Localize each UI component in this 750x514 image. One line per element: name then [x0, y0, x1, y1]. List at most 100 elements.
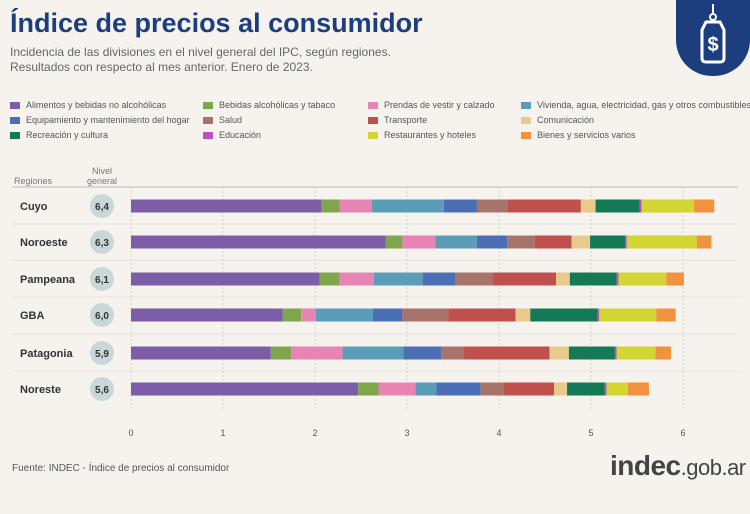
level-value: 6,4	[95, 202, 109, 213]
bar-segment	[131, 272, 320, 286]
level-badge	[90, 341, 114, 365]
level-badge	[90, 377, 114, 401]
legend-label: Educación	[219, 130, 262, 140]
x-tick-label: 2	[312, 428, 317, 438]
bar-segment	[443, 199, 477, 213]
legend-item: Transporte	[368, 113, 427, 127]
bar-segment	[476, 199, 508, 213]
region-label: Noroeste	[20, 237, 68, 249]
region-label: GBA	[20, 310, 45, 322]
bar-segment	[696, 235, 712, 249]
bar-segment	[319, 272, 340, 286]
source-note: Fuente: INDEC - Índice de precios al con…	[12, 463, 230, 474]
bar-segment	[372, 308, 403, 322]
bar-segment	[580, 199, 596, 213]
bar-segment	[131, 199, 322, 213]
bar-segment	[373, 272, 423, 286]
legend-label: Bienes y servicios varios	[537, 130, 636, 140]
bar-segment	[590, 235, 626, 249]
bar-segment	[604, 382, 607, 396]
bar-segment	[515, 308, 531, 322]
bar-segment	[556, 272, 570, 286]
bar-segment	[492, 272, 557, 286]
brand-name: indec	[610, 450, 681, 481]
legend-item: Prendas de vestir y calzado	[368, 98, 495, 112]
subtitle-line-1: Incidencia de las divisiones en el nivel…	[10, 45, 391, 59]
bar-segment	[569, 272, 617, 286]
bar-segment	[441, 346, 465, 360]
bar-segment	[131, 235, 386, 249]
region-label: Pampeana	[20, 274, 76, 286]
legend-item: Comunicación	[521, 113, 594, 127]
legend-label: Equipamiento y mantenimiento del hogar	[26, 115, 190, 125]
level-badge	[90, 267, 114, 291]
legend-label: Restaurantes y hoteles	[384, 130, 477, 140]
bar-segment	[282, 308, 302, 322]
bar-segment	[358, 382, 379, 396]
legend-label: Alimentos y bebidas no alcohólicas	[26, 100, 167, 110]
level-header-line-2: general	[86, 176, 118, 186]
bar-segment	[567, 382, 605, 396]
legend-swatch	[368, 101, 378, 109]
bar-segment	[480, 382, 504, 396]
bar-segment	[571, 235, 591, 249]
brand-logo: indec.gob.ar	[610, 450, 746, 482]
bar-segment	[342, 346, 404, 360]
bar-segment	[641, 199, 695, 213]
level-value: 6,1	[95, 275, 109, 286]
bar-segment	[435, 235, 477, 249]
legend-swatch	[203, 116, 213, 124]
legend-item: Educación	[203, 128, 261, 142]
x-tick-label: 4	[496, 428, 501, 438]
bar-segment	[402, 235, 436, 249]
subtitle-line-2: Resultados con respecto al mes anterior.…	[10, 60, 313, 74]
bar-segment	[131, 308, 283, 322]
bar-segment	[321, 199, 340, 213]
level-header: Nivel general	[80, 166, 124, 186]
legend-swatch	[203, 101, 213, 109]
x-tick-label: 5	[588, 428, 593, 438]
page-title: Índice de precios al consumidor	[10, 8, 423, 38]
regions-header: Regiones	[14, 176, 53, 186]
bar-segment	[534, 235, 572, 249]
bar-segment	[639, 199, 642, 213]
bar-segment	[627, 382, 649, 396]
region-label: Patagonia	[20, 348, 73, 360]
legend-swatch	[10, 101, 20, 109]
legend-label: Salud	[219, 115, 243, 125]
legend-label: Recreación y cultura	[26, 130, 109, 140]
bar-segment	[131, 346, 271, 360]
subtitle: Incidencia de las divisiones en el nivel…	[10, 45, 570, 75]
legend-item: Bebidas alcohólicas y tabaco	[203, 98, 335, 112]
bar-segment	[599, 308, 657, 322]
legend-item: Recreación y cultura	[10, 128, 108, 142]
legend-swatch	[10, 131, 20, 139]
bar-segment	[403, 346, 442, 360]
bar-segment	[339, 199, 373, 213]
bar-segment	[618, 272, 667, 286]
bar-segment	[448, 308, 516, 322]
legend-item: Alimentos y bebidas no alcohólicas	[10, 98, 166, 112]
bar-segment	[291, 346, 343, 360]
legend-label: Bebidas alcohólicas y tabaco	[219, 100, 336, 110]
bar-segment	[436, 382, 481, 396]
bar-segment	[626, 235, 697, 249]
bar-segment	[507, 199, 581, 213]
bar-segment	[301, 308, 316, 322]
bar-segment	[694, 199, 715, 213]
legend-swatch	[521, 101, 531, 109]
bar-segment	[507, 235, 535, 249]
legend-swatch	[203, 131, 213, 139]
x-tick-label: 1	[220, 428, 225, 438]
legend-swatch	[368, 116, 378, 124]
legend-swatch	[521, 131, 531, 139]
bar-segment	[616, 272, 619, 286]
bar-segment	[666, 272, 684, 286]
level-header-line-1: Nivel	[91, 166, 112, 176]
legend-label: Transporte	[384, 115, 428, 125]
level-badge	[90, 303, 114, 327]
legend-item: Restaurantes y hoteles	[368, 128, 476, 142]
legend-label: Prendas de vestir y calzado	[384, 100, 495, 110]
bar-segment	[614, 346, 617, 360]
